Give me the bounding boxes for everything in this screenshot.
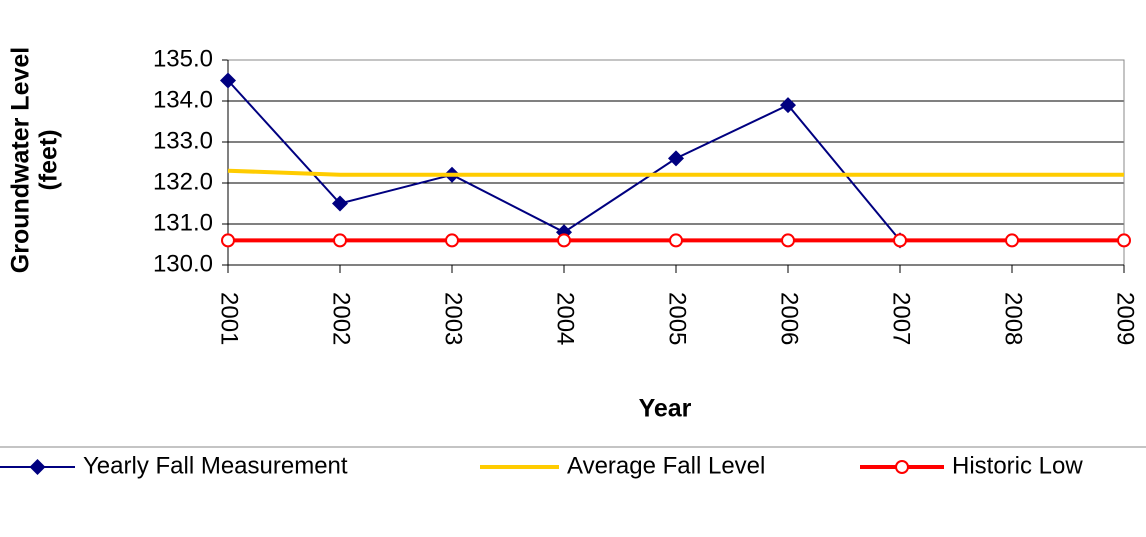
y-axis-title: Groundwater Level bbox=[7, 47, 35, 273]
marker bbox=[333, 233, 347, 248]
series-line bbox=[227, 168, 1124, 177]
marker bbox=[780, 97, 796, 114]
x-axis-title: Year bbox=[639, 395, 692, 423]
marker bbox=[445, 233, 459, 248]
x-tick-label: 2006 bbox=[776, 292, 803, 345]
marker bbox=[895, 460, 909, 474]
marker bbox=[332, 195, 348, 212]
x-tick-label: 2003 bbox=[440, 292, 467, 345]
marker bbox=[668, 150, 684, 167]
y-tick-label: 131.0 bbox=[153, 209, 213, 236]
marker bbox=[893, 233, 907, 248]
marker bbox=[1117, 233, 1131, 248]
y-tick-label: 135.0 bbox=[153, 45, 213, 72]
marker bbox=[1005, 233, 1019, 248]
x-tick-label: 2008 bbox=[1000, 292, 1027, 345]
y-axis-title: (feet) bbox=[35, 129, 63, 190]
y-tick-label: 132.0 bbox=[153, 168, 213, 195]
marker bbox=[557, 233, 571, 248]
legend-label: Yearly Fall Measurement bbox=[83, 452, 348, 479]
y-tick-label: 130.0 bbox=[153, 250, 213, 277]
x-tick-label: 2005 bbox=[664, 292, 691, 345]
marker bbox=[221, 233, 235, 248]
marker bbox=[669, 233, 683, 248]
marker bbox=[781, 233, 795, 248]
series-line bbox=[227, 79, 901, 242]
marker bbox=[29, 459, 46, 475]
x-tick-label: 2002 bbox=[328, 292, 355, 345]
y-tick-label: 134.0 bbox=[153, 86, 213, 113]
x-tick-label: 2009 bbox=[1112, 292, 1139, 345]
legend-label: Average Fall Level bbox=[567, 452, 765, 479]
marker bbox=[220, 72, 236, 89]
x-tick-label: 2007 bbox=[888, 292, 915, 345]
legend-label: Historic Low bbox=[952, 452, 1083, 479]
y-tick-label: 133.0 bbox=[153, 127, 213, 154]
x-tick-label: 2001 bbox=[216, 292, 243, 345]
x-tick-label: 2004 bbox=[552, 292, 579, 345]
